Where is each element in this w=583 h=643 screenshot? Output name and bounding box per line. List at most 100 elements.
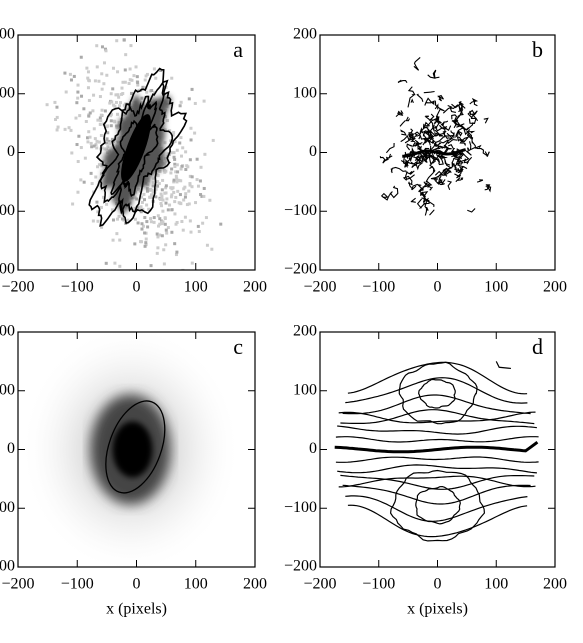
speckle — [143, 231, 147, 235]
contour-fragment — [432, 159, 437, 164]
contour-fragment — [468, 110, 477, 124]
contour-fragment — [433, 132, 440, 137]
speckle — [166, 226, 170, 230]
speckle — [173, 200, 177, 204]
contour-fragment — [460, 122, 474, 131]
speckle — [181, 146, 185, 150]
speckle — [159, 68, 163, 72]
speckle — [102, 82, 106, 86]
speckle — [144, 74, 148, 78]
speckle — [97, 79, 101, 83]
zero-contour — [402, 148, 467, 158]
contour-fragment — [454, 127, 471, 138]
contour — [345, 495, 528, 522]
speckle — [177, 201, 181, 205]
speckle — [114, 100, 118, 104]
speckle — [136, 221, 140, 225]
contour-fragment — [454, 118, 466, 130]
speckle — [118, 104, 122, 108]
speckle — [173, 162, 177, 166]
speckle — [155, 251, 159, 255]
y-tick-label: −200 — [0, 261, 15, 278]
speckle — [79, 55, 83, 59]
speckle — [85, 66, 89, 70]
speckle — [100, 172, 104, 176]
closed-contour — [415, 485, 461, 525]
speckle — [141, 85, 145, 89]
speckle — [123, 80, 127, 84]
speckle — [141, 207, 145, 211]
speckle — [157, 224, 161, 228]
speckle — [169, 139, 173, 143]
speckle — [109, 92, 113, 96]
contour-fragment — [405, 170, 415, 175]
speckle — [88, 135, 92, 139]
speckle — [99, 205, 103, 209]
speckle — [53, 100, 57, 104]
speckle — [203, 152, 207, 156]
speckle — [161, 209, 165, 213]
x-tick-label: 200 — [543, 576, 567, 593]
speckle — [210, 247, 214, 251]
contour-fragment — [476, 179, 484, 183]
speckle — [105, 137, 109, 141]
speckle — [122, 38, 126, 42]
x-tick-label: −100 — [362, 576, 395, 593]
speckle — [154, 187, 158, 191]
speckle — [162, 248, 166, 252]
speckle — [179, 179, 183, 183]
speckle — [179, 100, 183, 104]
speckle — [104, 49, 108, 53]
speckle — [164, 160, 168, 164]
speckle — [110, 208, 114, 212]
speckle — [126, 218, 130, 222]
contour-fragment — [444, 159, 451, 166]
speckle — [145, 187, 149, 191]
speckle — [137, 187, 141, 191]
contour — [338, 475, 536, 488]
y-tick-label: 0 — [309, 143, 317, 160]
speckle — [54, 118, 58, 122]
contour-fragment — [416, 181, 427, 190]
y-tick-label: −100 — [0, 202, 15, 219]
speckle — [182, 198, 186, 202]
speckle — [120, 86, 124, 90]
speckle — [169, 195, 173, 199]
speckle — [219, 222, 223, 226]
speckle — [98, 122, 102, 126]
speckle — [158, 222, 162, 226]
speckle — [140, 200, 144, 204]
y-tick-label: 200 — [293, 26, 317, 43]
speckle — [172, 190, 176, 194]
contour-fragment — [418, 133, 437, 143]
contour-fragment — [429, 209, 435, 216]
speckle — [92, 144, 96, 148]
speckle — [189, 230, 193, 234]
speckle — [170, 76, 174, 80]
contour-fragment — [400, 129, 407, 136]
x-axis-label: x (pixels) — [106, 601, 167, 618]
speckle — [78, 114, 82, 118]
closed-contour — [418, 378, 456, 409]
speckle — [160, 222, 164, 226]
speckle — [113, 261, 117, 265]
contour-fragment — [405, 116, 410, 122]
y-tick-label: 0 — [7, 440, 15, 457]
speckle — [194, 201, 198, 205]
contour-fragment — [430, 175, 440, 181]
speckle — [76, 90, 80, 94]
speckle — [166, 152, 170, 156]
speckle — [90, 182, 94, 186]
contour — [347, 504, 528, 538]
speckle — [164, 156, 168, 160]
speckle — [175, 250, 179, 254]
contour-fragment — [442, 131, 447, 134]
speckle — [130, 78, 134, 82]
core — [112, 421, 153, 478]
contour-fragment — [389, 185, 399, 199]
speckle — [164, 243, 168, 247]
zero-contour — [334, 440, 539, 454]
speckle — [100, 87, 104, 91]
contour-fragment — [408, 181, 418, 191]
contour-fragment — [483, 117, 489, 124]
